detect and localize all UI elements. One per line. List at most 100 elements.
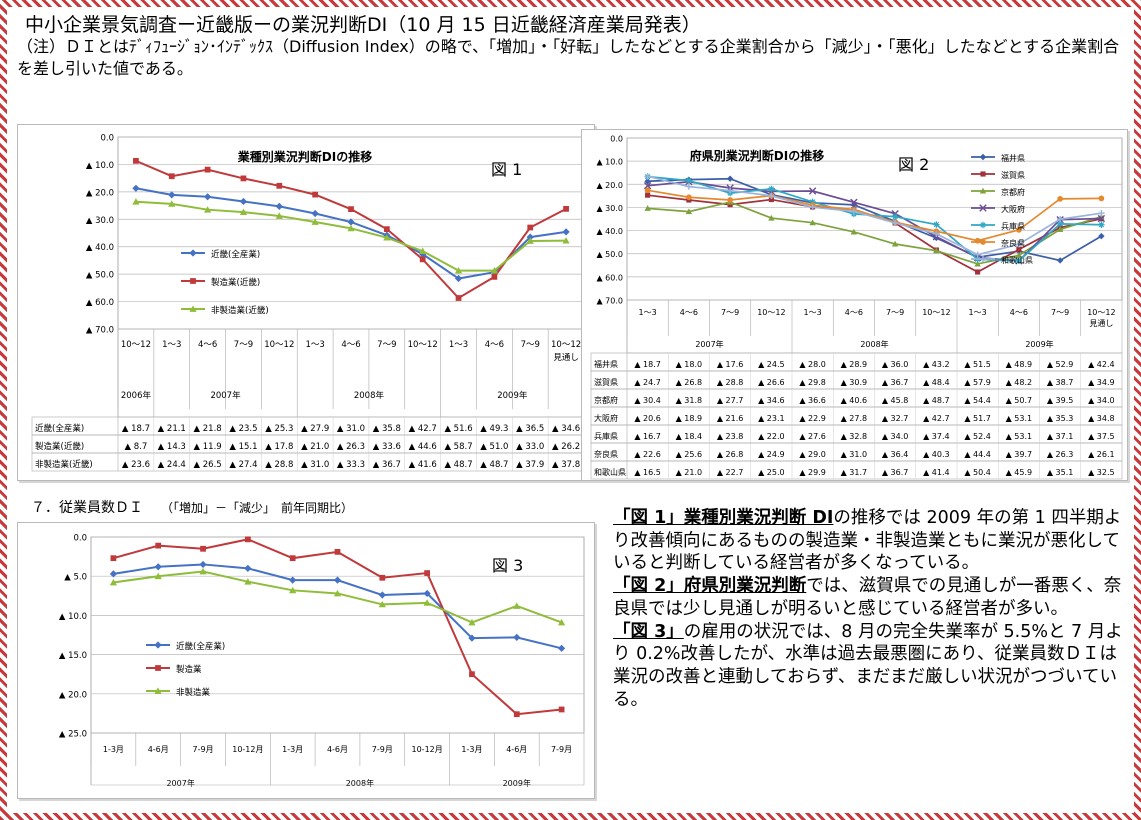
table-cell-value: ▲ 20.6: [634, 414, 661, 423]
table-cell-value: ▲ 33.0: [516, 442, 544, 452]
x-year-label: 2007年: [210, 390, 241, 401]
y-tick-label: ▲ 20.0: [596, 181, 623, 190]
table-cell-value: ▲ 52.9: [1047, 360, 1074, 369]
data-point: [644, 205, 651, 211]
table-cell-value: ▲ 27.7: [717, 396, 744, 405]
figure-3-comment: の雇用の状況では、8 月の完全失業率が 5.5%と 7 月より 0.2%改善した…: [613, 621, 1123, 710]
table-cell-value: ▲ 36.6: [799, 396, 826, 405]
plot-area: [117, 136, 585, 330]
data-point: [974, 260, 981, 267]
table-cell-value: ▲ 36.7: [882, 468, 909, 477]
y-tick-label: ▲ 60.0: [86, 298, 114, 308]
data-point: [1098, 195, 1105, 202]
x-category-label: 7～9: [377, 340, 396, 350]
y-tick-label: ▲ 40.0: [86, 243, 114, 253]
table-cell-value: ▲ 31.0: [337, 424, 365, 434]
x-year-label: 2007年: [166, 778, 194, 788]
table-cell-value: ▲ 16.5: [634, 468, 661, 477]
data-point: [644, 187, 651, 194]
table-cell-value: ▲ 27.4: [229, 460, 257, 470]
legend-marker: [979, 187, 987, 194]
data-point: [1015, 241, 1023, 248]
table-cell-value: ▲ 35.1: [1047, 468, 1074, 477]
table-cell-value: ▲ 26.5: [194, 460, 222, 470]
table-cell-value: ▲ 44.4: [964, 450, 991, 459]
data-point: [768, 197, 774, 203]
y-tick-label: ▲ 50.0: [596, 250, 623, 259]
chart-title: 府県別業況判断DIの推移: [690, 148, 824, 163]
data-point: [1015, 252, 1023, 258]
legend-marker: [980, 239, 986, 245]
data-point: [727, 197, 734, 203]
x-year-label: 2009年: [497, 390, 528, 401]
x-category-label: 10～12: [121, 340, 151, 350]
data-point: [168, 200, 176, 207]
table-cell-value: ▲ 37.8: [552, 460, 580, 470]
x-category-label: 7-9月: [551, 745, 572, 754]
table-cell-value: ▲ 24.4: [158, 460, 186, 470]
table-cell-value: ▲ 29.0: [799, 450, 826, 459]
table-cell-value: ▲ 50.4: [964, 468, 991, 477]
x-year-label: 2008年: [346, 778, 374, 788]
data-point: [891, 240, 899, 247]
table-cell-value: ▲ 52.4: [964, 432, 991, 441]
data-point: [891, 219, 899, 227]
x-category-label: 見通し: [553, 352, 579, 363]
x-category-label: 10～12: [408, 340, 438, 350]
legend-label: 製造業(近畿): [211, 277, 260, 288]
x-category-label: 4～6: [845, 308, 863, 317]
table-cell-value: ▲ 28.9: [841, 360, 868, 369]
data-point: [933, 247, 940, 254]
data-point: [289, 555, 296, 562]
data-point: [109, 578, 118, 586]
table-cell-value: ▲ 43.2: [923, 360, 950, 369]
x-category-label: 見通し: [1089, 318, 1113, 328]
y-tick-label: ▲ 10.0: [596, 158, 623, 167]
data-point: [154, 563, 162, 571]
table-cell-value: ▲ 50.7: [1006, 396, 1033, 405]
x-category-label: 4～6: [680, 308, 698, 317]
table-cell-value: ▲ 26.8: [676, 378, 703, 387]
data-point: [850, 208, 858, 215]
table-cell-value: ▲ 51.6: [444, 424, 472, 434]
table-cell-value: ▲ 41.4: [923, 468, 950, 477]
table-cell-value: ▲ 48.7: [444, 460, 472, 470]
table-cell-value: ▲ 34.9: [1088, 378, 1115, 387]
x-category-label: 7-9月: [372, 745, 393, 754]
page-title: 中小企業景気調査ー近畿版ーの業況判断DI（10 月 15 日近畿経済産業局発表）: [25, 14, 701, 36]
table-cell-value: ▲ 36.7: [882, 378, 909, 387]
table-cell-value: ▲ 30.4: [634, 396, 661, 405]
x-category-label: 1-3月: [282, 745, 303, 754]
table-cell-value: ▲ 34.6: [758, 396, 785, 405]
table-cell-value: ▲ 48.2: [1006, 378, 1033, 387]
data-point: [110, 555, 117, 562]
y-tick-label: ▲ 5.0: [64, 573, 87, 583]
x-category-label: 7～9: [234, 340, 253, 350]
table-cell-value: ▲ 25.6: [676, 450, 703, 459]
table-series-name: 福井県: [594, 359, 618, 369]
y-tick-label: ▲ 10.0: [59, 612, 87, 622]
data-point: [333, 576, 342, 584]
data-point: [1057, 195, 1064, 202]
x-category-label: 1-3月: [103, 745, 124, 754]
data-point: [239, 208, 248, 216]
table-series-name: 京都府: [594, 395, 618, 405]
table-cell-value: ▲ 29.9: [799, 468, 826, 477]
table-cell-value: ▲ 34.0: [1088, 396, 1115, 405]
table-cell-value: ▲ 23.5: [229, 424, 257, 434]
data-point: [1015, 257, 1023, 265]
table-cell-value: ▲ 24.9: [758, 450, 785, 459]
legend-marker: [979, 255, 987, 263]
data-point: [558, 706, 565, 713]
data-point: [419, 250, 427, 258]
x-category-label: 4～6: [1010, 308, 1028, 317]
table-cell-value: ▲ 21.0: [301, 442, 329, 452]
data-point: [768, 214, 775, 221]
table-cell-value: ▲ 51.7: [964, 414, 991, 423]
legend-label: 大阪府: [1001, 204, 1025, 214]
table-cell-value: ▲ 32.7: [882, 414, 909, 423]
data-point: [975, 269, 981, 275]
legend-marker: [979, 153, 987, 161]
table-cell-value: ▲ 34.0: [882, 432, 909, 441]
